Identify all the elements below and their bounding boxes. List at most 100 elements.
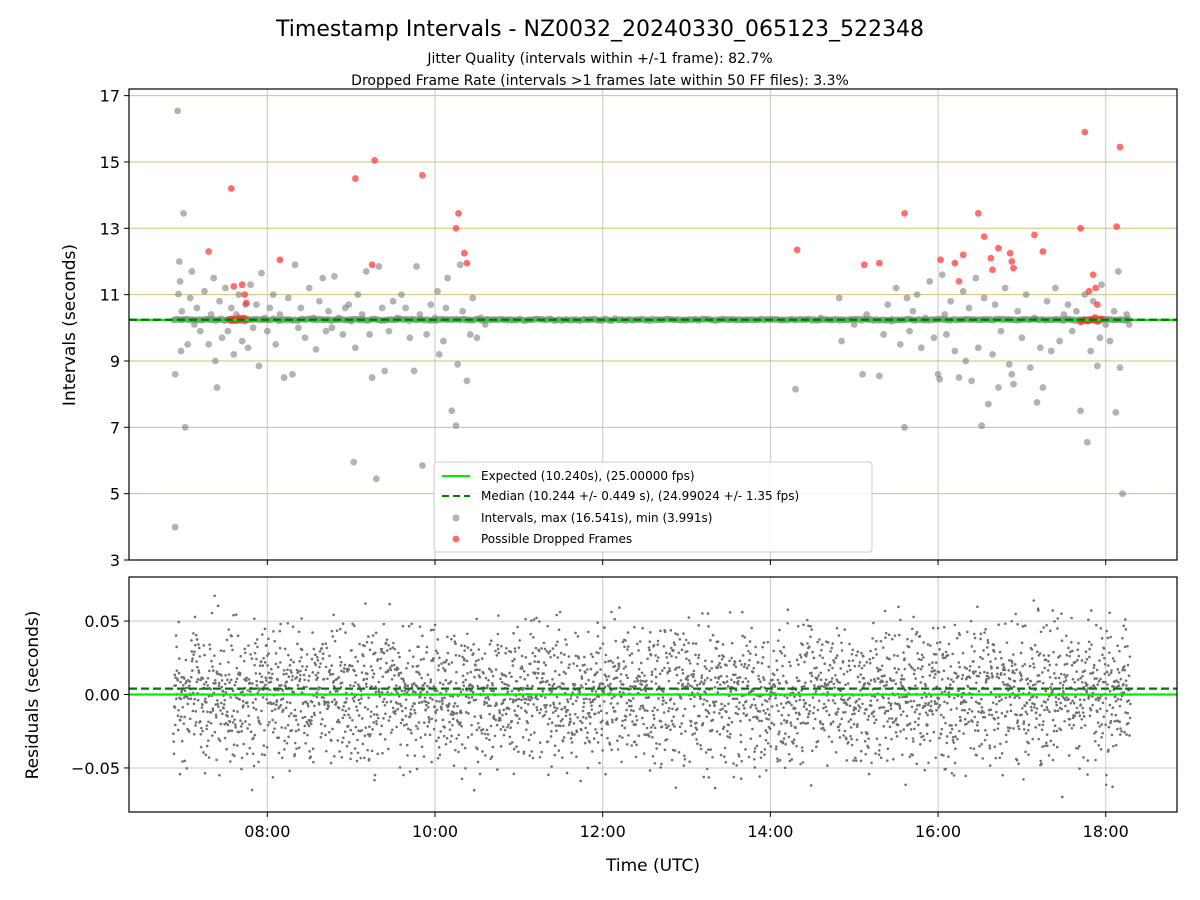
residual-point <box>754 703 757 707</box>
residual-point <box>904 783 907 787</box>
residual-point <box>685 650 689 653</box>
residual-point <box>741 654 745 657</box>
residual-point <box>372 713 376 716</box>
dropped-frame-point <box>276 256 284 264</box>
bottom-x-ticks: 08:00 10:00 12:00 14:00 16:00 18:00 <box>244 812 1129 841</box>
interval-point <box>258 269 265 277</box>
residual-point <box>381 675 385 678</box>
residual-point <box>1000 711 1004 715</box>
residual-point <box>443 668 447 672</box>
residual-point <box>917 657 921 661</box>
residual-point <box>1055 745 1059 749</box>
residual-point <box>588 741 592 744</box>
interval-point <box>452 422 460 430</box>
residual-point <box>720 715 724 719</box>
residual-point <box>763 753 766 756</box>
residual-point <box>274 652 278 655</box>
residual-point <box>349 728 353 732</box>
residual-point <box>187 697 190 701</box>
residual-point <box>986 641 990 644</box>
residual-point <box>624 715 628 718</box>
residual-point <box>220 685 224 689</box>
residual-point <box>342 667 346 670</box>
residual-point <box>656 639 660 643</box>
residual-point <box>566 708 570 712</box>
dropped-frame-point <box>980 233 988 241</box>
residual-point <box>778 758 782 762</box>
residual-point <box>1114 743 1118 747</box>
residual-point <box>952 696 956 700</box>
interval-point <box>366 331 374 338</box>
residual-point <box>270 676 273 680</box>
residual-point <box>478 772 482 776</box>
residual-point <box>618 606 621 609</box>
residual-point <box>613 710 617 713</box>
residual-point <box>1128 655 1132 658</box>
residual-point <box>630 704 633 708</box>
residual-point <box>723 704 727 708</box>
residual-point <box>368 725 371 729</box>
residual-point <box>1012 653 1015 656</box>
residual-point <box>659 720 663 723</box>
residual-point <box>188 684 191 688</box>
residual-point <box>537 671 540 675</box>
residual-point <box>610 718 614 722</box>
interval-point <box>938 271 946 279</box>
residual-point <box>578 690 582 694</box>
residual-point <box>772 723 776 726</box>
residual-point <box>548 649 552 653</box>
residual-point <box>219 649 223 652</box>
residual-point <box>585 697 588 701</box>
residual-point <box>588 711 591 715</box>
residual-point <box>925 695 928 699</box>
residual-point <box>296 684 300 687</box>
residual-point <box>1095 677 1098 680</box>
residual-point <box>801 749 804 753</box>
residual-point <box>227 673 231 676</box>
residual-point <box>395 684 398 687</box>
residual-point <box>913 720 917 724</box>
residual-point <box>552 654 556 657</box>
interval-point <box>980 294 988 302</box>
residual-point <box>1095 668 1099 672</box>
residual-point <box>556 640 559 644</box>
residual-point <box>428 733 432 737</box>
residual-point <box>1017 724 1020 728</box>
residual-point <box>849 734 852 738</box>
residual-point <box>181 705 185 709</box>
residual-point <box>538 711 541 715</box>
residual-point <box>943 656 947 660</box>
residual-point <box>196 677 200 681</box>
residual-point <box>494 718 498 722</box>
residual-point <box>233 683 237 687</box>
residual-point <box>277 684 281 687</box>
residual-point <box>631 697 635 700</box>
residual-point <box>483 702 486 706</box>
residual-point <box>281 708 285 712</box>
residual-point <box>382 622 386 626</box>
residual-point <box>623 718 627 722</box>
residual-point <box>1005 710 1009 714</box>
residual-point <box>552 682 556 686</box>
residual-point <box>215 670 219 674</box>
residual-point <box>258 687 261 691</box>
residual-point <box>682 643 686 647</box>
residual-point <box>425 651 428 654</box>
residual-point <box>583 741 587 745</box>
residual-point <box>753 766 757 769</box>
residual-point <box>1009 703 1012 707</box>
residual-point <box>533 731 536 734</box>
residual-point <box>696 662 699 666</box>
residual-point <box>511 664 515 667</box>
residual-point <box>591 655 595 659</box>
residual-point <box>748 640 752 643</box>
residual-point <box>377 690 381 694</box>
residual-point <box>693 695 696 699</box>
residual-point <box>770 690 773 693</box>
residual-point <box>693 679 697 683</box>
interval-point <box>859 370 866 378</box>
residual-point <box>1033 703 1036 706</box>
residual-point <box>236 710 239 713</box>
dropped-frame-point <box>1077 224 1084 232</box>
residual-point <box>796 624 800 628</box>
